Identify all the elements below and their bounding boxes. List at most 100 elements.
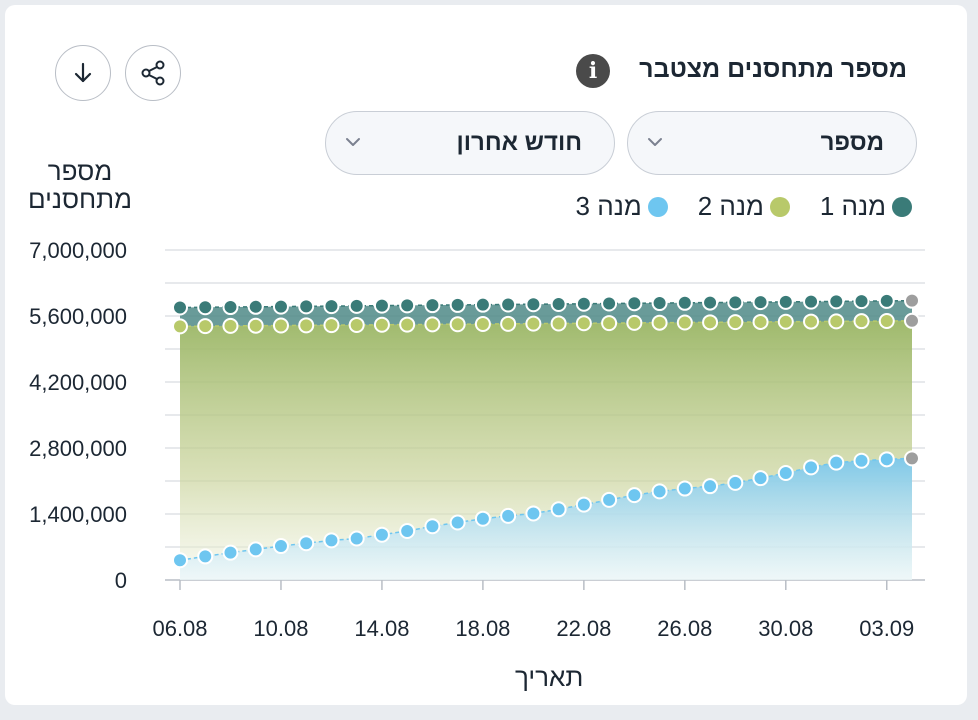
download-icon (74, 62, 92, 83)
data-point-dose1 (424, 297, 441, 314)
data-point-dose3 (676, 480, 693, 497)
legend-label: מנה 2 (697, 191, 764, 221)
data-point-dose3 (424, 518, 441, 535)
data-point-dose2 (222, 317, 239, 334)
y-tick-label: 7,000,000 (29, 238, 127, 263)
legend-label: מנה 1 (819, 191, 886, 221)
legend-marker (647, 196, 668, 217)
data-point-dose2 (601, 315, 618, 332)
data-point-dose2 (828, 313, 845, 330)
data-point-dose1 (702, 294, 719, 311)
data-point-dose2 (853, 313, 870, 330)
data-point-dose2 (323, 317, 340, 334)
data-point-dose1 (298, 298, 315, 315)
data-point-dose1 (500, 296, 517, 313)
data-point-dose3 (500, 507, 517, 524)
data-point-dose2 (399, 316, 416, 333)
info-icon[interactable]: i (576, 54, 610, 88)
data-point-dose1 (651, 295, 668, 312)
x-tick-label: 06.08 (152, 616, 207, 641)
data-point-dose2 (247, 317, 264, 334)
data-point-dose3 (298, 535, 315, 552)
data-point-dose1 (399, 297, 416, 314)
data-point-dose3 (474, 510, 491, 527)
legend-marker (892, 196, 912, 217)
data-point-dose3 (222, 544, 239, 561)
data-point-dose3 (247, 541, 264, 558)
data-point-dose1 (474, 296, 491, 313)
data-point-dose1 (247, 298, 264, 315)
data-point-dose2 (373, 316, 390, 333)
data-point-dose3 (878, 451, 895, 468)
data-point-dose1 (525, 296, 542, 313)
x-tick-label: 14.08 (354, 616, 409, 641)
x-tick-label: 18.08 (455, 616, 510, 641)
data-point-dose3 (853, 452, 870, 469)
chevron-down-icon (346, 138, 360, 146)
metric-select-value: מספר (820, 129, 884, 156)
y-tick-label: 0 (115, 568, 127, 593)
data-point-dose3 (323, 532, 340, 549)
x-axis-label: תאריך (515, 662, 584, 692)
data-point-dose2 (803, 313, 820, 330)
data-point-dose2 (878, 312, 895, 329)
data-point-dose3 (575, 496, 592, 513)
data-point-dose2 (500, 315, 517, 332)
data-point-dose2 (651, 314, 668, 331)
data-point-dose1 (172, 299, 188, 316)
data-point-dose1 (550, 295, 567, 312)
share-icon (141, 60, 165, 86)
data-point-dose3 (904, 450, 920, 467)
data-point-dose3 (651, 483, 668, 500)
data-point-dose3 (727, 474, 744, 491)
data-point-dose2 (777, 313, 794, 330)
data-point-dose2 (575, 315, 592, 332)
download-button[interactable] (55, 45, 111, 101)
data-point-dose2 (550, 315, 567, 332)
legend-label: מנה 3 (575, 191, 642, 221)
legend-marker (769, 196, 790, 217)
data-point-dose2 (904, 312, 920, 329)
y-tick-label: 5,600,000 (29, 304, 127, 329)
x-tick-label: 26.08 (657, 616, 712, 641)
data-point-dose3 (272, 538, 289, 555)
y-tick-label: 2,800,000 (29, 436, 127, 461)
data-point-dose3 (752, 470, 769, 487)
data-point-dose3 (601, 491, 618, 508)
data-point-dose1 (222, 299, 239, 316)
data-point-dose3 (172, 552, 188, 569)
data-point-dose1 (323, 298, 340, 315)
data-point-dose1 (575, 295, 592, 312)
data-point-dose1 (904, 292, 920, 309)
share-button[interactable] (125, 45, 181, 101)
data-point-dose1 (853, 293, 870, 310)
x-tick-label: 03.09 (859, 616, 914, 641)
data-point-dose2 (298, 317, 315, 334)
legend-item-dose1[interactable]: מנה 1 (820, 191, 912, 222)
metric-select[interactable]: מספר (627, 111, 917, 175)
data-point-dose2 (626, 314, 643, 331)
data-point-dose2 (474, 316, 491, 333)
chart-title: מספר מתחסנים מצטבר (639, 55, 907, 83)
data-point-dose1 (348, 297, 365, 314)
data-point-dose1 (601, 295, 618, 312)
data-point-dose1 (449, 296, 466, 313)
data-point-dose3 (550, 501, 567, 518)
data-point-dose2 (172, 318, 188, 335)
data-point-dose3 (197, 548, 214, 565)
data-point-dose3 (373, 526, 390, 543)
data-point-dose1 (272, 298, 289, 315)
period-select[interactable]: חודש אחרון (325, 111, 615, 175)
period-select-value: חודש אחרון (456, 129, 583, 156)
data-point-dose1 (727, 294, 744, 311)
area-dose3 (180, 458, 912, 580)
legend-item-dose3[interactable]: מנה 3 (576, 191, 668, 222)
data-point-dose1 (626, 295, 643, 312)
y-tick-label: 4,200,000 (29, 370, 127, 395)
legend-item-dose2[interactable]: מנה 2 (698, 191, 790, 222)
y-tick-label: 1,400,000 (29, 502, 127, 527)
x-tick-label: 10.08 (253, 616, 308, 641)
chart-legend: מנה 1 מנה 2 מנה 3 (576, 191, 912, 222)
data-point-dose2 (272, 317, 289, 334)
